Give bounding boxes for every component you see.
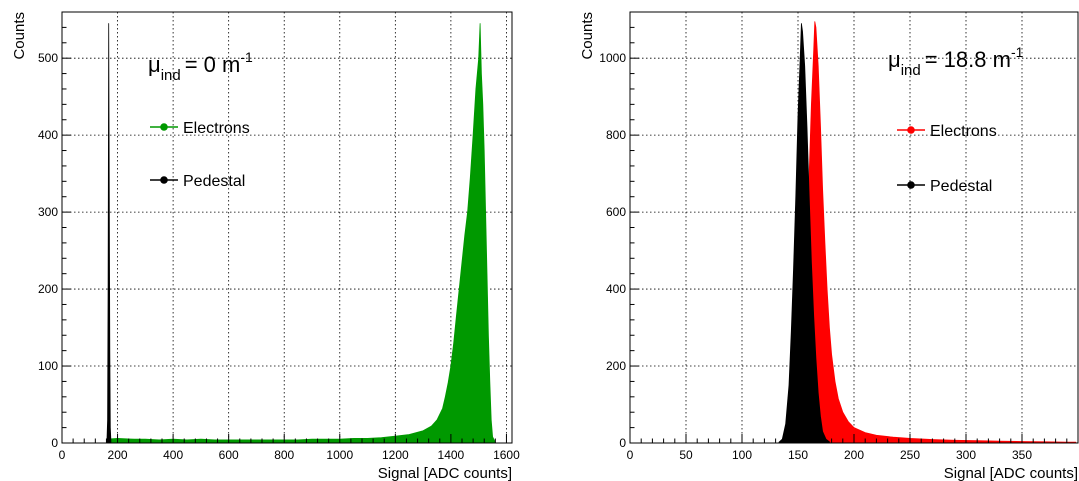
mu-ind-annotation: μind = 18.8 m-1 [888, 44, 1024, 79]
legend-marker [907, 126, 915, 134]
x-tick-label: 0 [59, 448, 66, 462]
x-tick-label: 350 [1012, 448, 1032, 462]
series-pedestal-histogram [778, 23, 830, 444]
mu-symbol: μ [148, 52, 161, 77]
y-tick-label: 400 [606, 282, 626, 296]
mu-superscript: -1 [240, 49, 253, 65]
x-tick-label: 1200 [382, 448, 409, 462]
y-tick-label: 1000 [599, 51, 626, 65]
y-axis-title: Counts [11, 12, 28, 60]
y-tick-label: 500 [38, 51, 58, 65]
y-tick-label: 800 [606, 128, 626, 142]
mu-superscript: -1 [1011, 44, 1024, 60]
x-tick-label: 1400 [438, 448, 465, 462]
y-tick-label: 200 [606, 359, 626, 373]
electrons-pedestal-histogram-panel-left: 0 200 400 600 800 1000 1200 1400 1600 0 100 200 300 4… [11, 11, 520, 481]
legend-label: Pedestal [183, 173, 245, 190]
y-tick-label: 200 [38, 282, 58, 296]
y-tick-label: 300 [38, 205, 58, 219]
plot-area [630, 12, 1078, 443]
mu-subscript: ind [901, 62, 921, 79]
legend-marker [160, 123, 168, 131]
x-tick-label: 100 [732, 448, 752, 462]
legend-label: Electrons [930, 123, 997, 140]
x-tick-label: 200 [844, 448, 864, 462]
mu-ind-annotation: μind = 0 m-1 [148, 49, 253, 84]
legend-marker [160, 176, 168, 184]
x-tick-label: 250 [900, 448, 920, 462]
y-tick-label: 0 [619, 436, 626, 450]
y-tick-label: 600 [606, 205, 626, 219]
x-tick-label: 0 [627, 448, 634, 462]
mu-value: = 0 m [185, 52, 241, 77]
y-axis-title: Counts [579, 12, 596, 60]
series-pedestal-histogram [106, 23, 112, 444]
legend-label: Electrons [183, 120, 250, 137]
mu-value: = 18.8 m [925, 47, 1011, 72]
x-tick-label: 50 [679, 448, 693, 462]
mu-symbol: μ [888, 47, 901, 72]
x-axis-title: Signal [ADC counts] [944, 465, 1078, 481]
plot-area [62, 12, 512, 443]
legend-marker [907, 181, 915, 189]
mu-subscript: ind [161, 67, 181, 84]
series-electrons-histogram [106, 23, 496, 444]
y-tick-label: 100 [38, 359, 58, 373]
y-tick-label: 400 [38, 128, 58, 142]
x-tick-label: 600 [219, 448, 239, 462]
legend-label: Pedestal [930, 178, 992, 195]
electrons-pedestal-histogram-panel-right: 0 50 100 150 200 250 300 350 0 200 400 600 800 1000 Si… [579, 11, 1079, 481]
x-tick-label: 1000 [326, 448, 353, 462]
x-axis-title: Signal [ADC counts] [378, 465, 512, 481]
x-tick-label: 400 [163, 448, 183, 462]
x-tick-label: 200 [108, 448, 128, 462]
x-tick-label: 800 [274, 448, 294, 462]
x-tick-label: 300 [956, 448, 976, 462]
y-tick-label: 0 [51, 436, 58, 450]
x-tick-label: 1600 [493, 448, 520, 462]
x-tick-label: 150 [788, 448, 808, 462]
